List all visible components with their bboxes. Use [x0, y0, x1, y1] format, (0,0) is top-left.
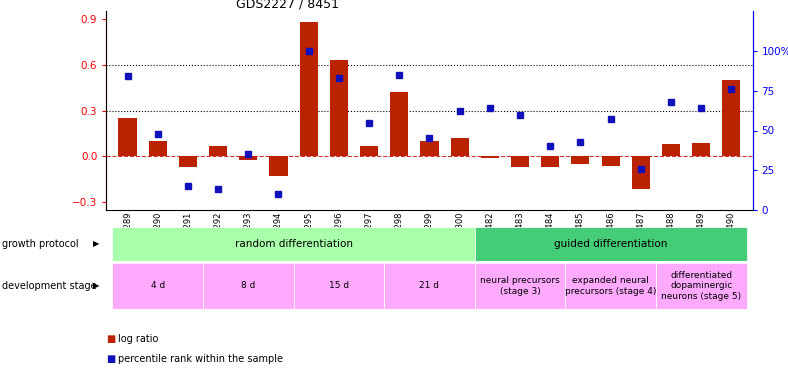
Text: neural precursors
(stage 3): neural precursors (stage 3) — [480, 276, 560, 296]
Bar — [113, 262, 203, 309]
Bar — [571, 156, 589, 164]
Text: 4 d: 4 d — [151, 281, 165, 290]
Bar — [299, 22, 318, 156]
Bar — [601, 156, 619, 166]
Bar — [149, 141, 167, 156]
Bar — [390, 92, 408, 156]
Bar — [656, 262, 746, 309]
Bar — [662, 144, 680, 156]
Bar — [421, 141, 438, 156]
Bar — [360, 146, 378, 156]
Bar — [179, 156, 197, 167]
Bar — [203, 262, 294, 309]
Text: ▶: ▶ — [93, 239, 99, 248]
Text: random differentiation: random differentiation — [235, 239, 352, 249]
Bar — [565, 262, 656, 309]
Text: growth protocol: growth protocol — [2, 239, 78, 249]
Bar — [118, 118, 136, 156]
Bar — [330, 60, 348, 156]
Bar — [474, 227, 746, 261]
Bar — [385, 262, 474, 309]
Bar — [451, 138, 469, 156]
Text: development stage: development stage — [2, 281, 96, 291]
Text: 21 d: 21 d — [419, 281, 440, 290]
Bar — [113, 227, 474, 261]
Text: log ratio: log ratio — [118, 334, 158, 344]
Text: percentile rank within the sample: percentile rank within the sample — [118, 354, 283, 364]
Bar — [269, 156, 288, 176]
Text: ■: ■ — [106, 334, 116, 344]
Bar — [632, 156, 650, 189]
Text: expanded neural
precursors (stage 4): expanded neural precursors (stage 4) — [565, 276, 656, 296]
Title: GDS2227 / 8451: GDS2227 / 8451 — [236, 0, 339, 10]
Bar — [723, 80, 741, 156]
Text: differentiated
dopaminergic
neurons (stage 5): differentiated dopaminergic neurons (sta… — [661, 271, 742, 301]
Text: ■: ■ — [106, 354, 116, 364]
Bar — [541, 156, 559, 167]
Text: 15 d: 15 d — [329, 281, 349, 290]
Bar — [209, 146, 227, 156]
Bar — [481, 156, 499, 158]
Bar — [511, 156, 529, 167]
Bar — [474, 262, 565, 309]
Text: 8 d: 8 d — [241, 281, 255, 290]
Bar — [240, 156, 258, 159]
Bar — [692, 143, 710, 156]
Bar — [294, 262, 385, 309]
Text: ▶: ▶ — [93, 281, 99, 290]
Text: guided differentiation: guided differentiation — [554, 239, 667, 249]
